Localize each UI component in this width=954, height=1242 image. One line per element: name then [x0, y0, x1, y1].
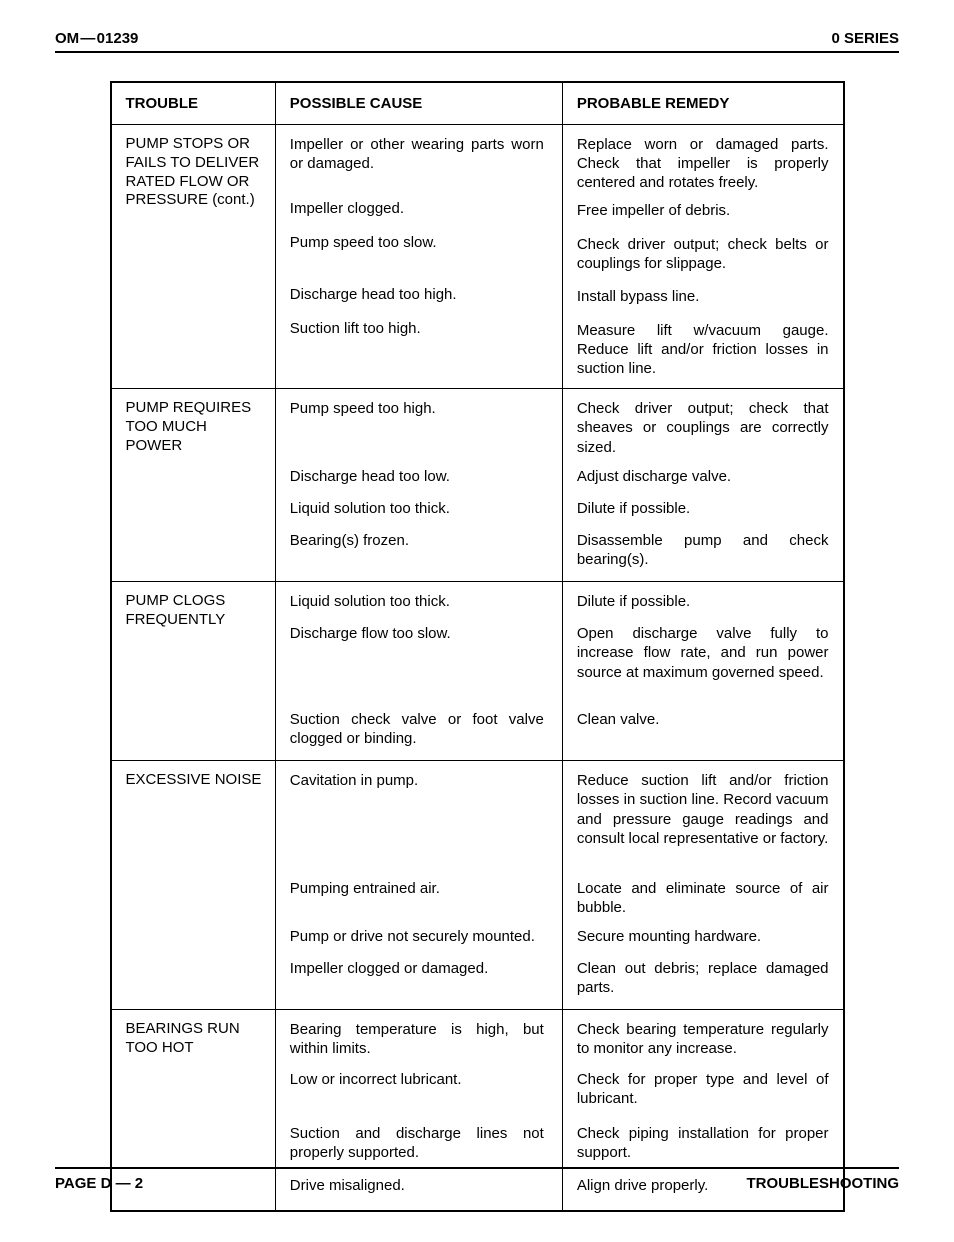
col-header-cause: POSSIBLE CAUSE [275, 82, 562, 125]
remedy-text: Dilute if possible. [577, 592, 829, 616]
remedy-text: Check driver output; check belts or coup… [577, 235, 829, 279]
cause-text: Liquid solution too thick. [290, 592, 544, 616]
remedy-text: Install bypass line. [577, 287, 829, 313]
page-number: PAGE D — 2 [55, 1175, 143, 1192]
trouble-label: EXCESSIVE NOISE [112, 761, 275, 800]
remedy-text: Secure mounting hardware. [577, 927, 829, 951]
cause-text: Pump speed too slow. [290, 233, 544, 277]
cause-text: Suction and discharge lines not properly… [290, 1124, 544, 1168]
remedy-text: Open discharge valve fully to increase f… [577, 624, 829, 702]
series-label: 0 SERIES [831, 30, 899, 47]
cause-text: Impeller or other wearing parts worn or … [290, 135, 544, 191]
trouble-label: PUMP STOPS OR FAILS TO DELIVER RATED FLO… [112, 125, 275, 220]
remedy-text: Check piping installation for proper sup… [577, 1124, 829, 1168]
trouble-label: PUMP CLOGS FREQUENTLY [112, 582, 275, 640]
col-header-remedy: PROBABLE REMEDY [562, 82, 843, 125]
remedy-text: Disassemble pump and check bearing(s). [577, 531, 829, 571]
cause-text: Discharge flow too slow. [290, 624, 544, 702]
page-header: OM — 01239 0 SERIES [55, 30, 899, 53]
cause-text: Impeller clogged. [290, 199, 544, 225]
remedy-text: Clean valve. [577, 710, 829, 750]
table-row: PUMP CLOGS FREQUENTLY Liquid solution too… [111, 582, 844, 761]
cause-text: Discharge head too low. [290, 467, 544, 491]
remedy-text: Check for proper type and level of lubri… [577, 1070, 829, 1116]
cause-text: Bearing temperature is high, but within … [290, 1020, 544, 1062]
cause-text: Pump or drive not securely mounted. [290, 927, 544, 951]
cause-text: Cavitation in pump. [290, 771, 544, 871]
cause-text: Impeller clogged or damaged. [290, 959, 544, 999]
cause-text: Pump speed too high. [290, 399, 544, 459]
cause-text: Pumping entrained air. [290, 879, 544, 919]
remedy-text: Reduce suction lift and/or friction loss… [577, 771, 829, 871]
page: OM — 01239 0 SERIES TROUBLE POSSIBLE CAU… [0, 0, 954, 1242]
remedy-text: Measure lift w/vacuum gauge. Reduce lift… [577, 321, 829, 379]
table-header-row: TROUBLE POSSIBLE CAUSE PROBABLE REMEDY [111, 82, 844, 125]
remedy-text: Free impeller of debris. [577, 201, 829, 227]
cause-text: Discharge head too high. [290, 285, 544, 311]
cause-text: Liquid solution too thick. [290, 499, 544, 523]
cause-text: Suction check valve or foot valve clogge… [290, 710, 544, 750]
remedy-text: Dilute if possible. [577, 499, 829, 523]
trouble-label: BEARINGS RUN TOO HOT [112, 1010, 275, 1068]
remedy-text: Locate and eliminate source of air bubbl… [577, 879, 829, 919]
page-footer: PAGE D — 2 TROUBLESHOOTING [55, 1167, 899, 1192]
table-row: EXCESSIVE NOISE Cavitation in pump. Pumpin… [111, 761, 844, 1010]
table-row: PUMP REQUIRES TOO MUCH POWERPump speed t… [111, 389, 844, 582]
trouble-label: PUMP REQUIRES TOO MUCH POWER [112, 389, 275, 465]
cause-text: Bearing(s) frozen. [290, 531, 544, 571]
footer-section: TROUBLESHOOTING [747, 1175, 900, 1192]
table-row: PUMP STOPS OR FAILS TO DELIVER RATED FLO… [111, 125, 844, 389]
cause-text: Suction lift too high. [290, 319, 544, 375]
col-header-trouble: TROUBLE [111, 82, 276, 125]
cause-text: Low or incorrect lubricant. [290, 1070, 544, 1116]
remedy-text: Clean out debris; replace damaged parts. [577, 959, 829, 999]
remedy-text: Check bearing temperature regularly to m… [577, 1020, 829, 1062]
doc-id: OM — 01239 [55, 30, 138, 47]
troubleshooting-table: TROUBLE POSSIBLE CAUSE PROBABLE REMEDY P… [110, 81, 845, 1212]
remedy-text: Check driver output; check that sheaves … [577, 399, 829, 459]
remedy-text: Replace worn or damaged parts. Check tha… [577, 135, 829, 193]
remedy-text: Adjust discharge valve. [577, 467, 829, 491]
